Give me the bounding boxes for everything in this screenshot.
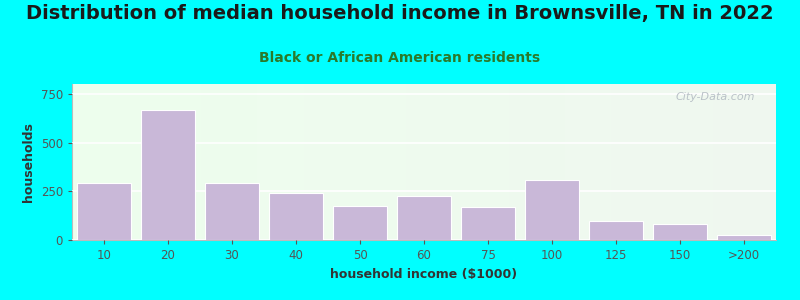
Y-axis label: households: households: [22, 122, 35, 202]
Bar: [141, 110, 195, 240]
Bar: [461, 207, 515, 240]
Bar: [77, 183, 131, 240]
Bar: [589, 220, 643, 240]
Text: Black or African American residents: Black or African American residents: [259, 51, 541, 65]
X-axis label: household income ($1000): household income ($1000): [330, 268, 518, 281]
Bar: [397, 196, 451, 240]
Bar: [333, 206, 387, 240]
Text: City-Data.com: City-Data.com: [675, 92, 755, 102]
Bar: [717, 235, 771, 240]
Bar: [653, 224, 707, 240]
Bar: [525, 179, 579, 240]
Text: Distribution of median household income in Brownsville, TN in 2022: Distribution of median household income …: [26, 4, 774, 23]
Bar: [269, 193, 323, 240]
Bar: [205, 183, 259, 240]
